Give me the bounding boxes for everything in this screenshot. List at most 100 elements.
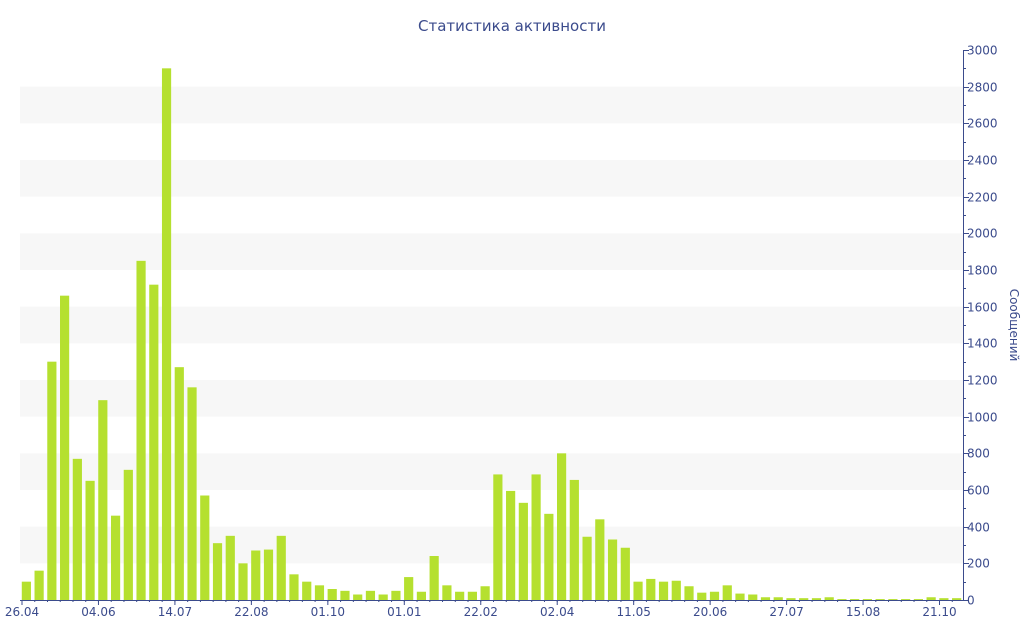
- y-tick-label: 3000: [967, 44, 998, 58]
- y-tick-label: 400: [967, 521, 990, 535]
- grid-band: [20, 453, 963, 490]
- bar: [314, 585, 325, 600]
- bar: [582, 536, 592, 600]
- grid-band: [20, 86, 963, 124]
- y-tick-label: 1400: [967, 337, 998, 351]
- bar: [837, 599, 847, 600]
- bar: [926, 597, 936, 600]
- bar: [251, 550, 261, 600]
- bar: [302, 581, 312, 600]
- y-tick-label: 200: [967, 557, 990, 571]
- grid-band: [20, 306, 963, 344]
- x-tick-label: 26.04: [5, 605, 39, 619]
- x-tick-label: 21.10: [922, 605, 956, 619]
- bar: [786, 598, 796, 600]
- bar: [365, 590, 376, 600]
- x-tick-label: 22.08: [234, 605, 268, 619]
- bar: [824, 597, 834, 600]
- bar: [238, 563, 248, 600]
- bar: [888, 599, 898, 600]
- bar: [875, 599, 885, 600]
- y-tick-label: 800: [967, 447, 990, 461]
- bar: [442, 585, 452, 600]
- x-tick-label: 04.06: [81, 605, 115, 619]
- bar: [760, 597, 771, 600]
- bar: [391, 590, 401, 600]
- bar: [21, 581, 31, 600]
- bar: [811, 598, 822, 600]
- bar: [684, 586, 694, 600]
- y-tick-label: 600: [967, 484, 990, 498]
- bar: [518, 502, 528, 600]
- grid-band: [20, 233, 963, 270]
- bar: [110, 515, 121, 600]
- bar: [289, 574, 299, 600]
- bar: [773, 597, 783, 600]
- bar: [480, 586, 490, 600]
- bar: [722, 585, 732, 600]
- y-tick-label: 1200: [967, 374, 998, 388]
- x-tick-label: 15.08: [846, 605, 880, 619]
- chart-title: Статистика активности: [418, 17, 606, 35]
- grid-bands: [20, 86, 963, 564]
- bar: [353, 594, 363, 600]
- bars-group: [21, 68, 962, 600]
- x-tick-label: 11.05: [616, 605, 650, 619]
- bar: [404, 577, 414, 600]
- x-tick-label: 01.01: [387, 605, 421, 619]
- bar: [735, 593, 745, 600]
- bar: [850, 599, 860, 600]
- bar: [276, 535, 286, 600]
- bar: [557, 453, 567, 600]
- bar: [671, 580, 681, 600]
- bar: [901, 599, 911, 600]
- y-axis-title: Сообщений: [1007, 289, 1021, 362]
- bar: [620, 547, 630, 600]
- x-tick-label: 22.02: [464, 605, 498, 619]
- bar: [658, 581, 669, 600]
- x-tick-label: 27.07: [769, 605, 803, 619]
- bar: [531, 474, 541, 600]
- bar: [455, 591, 465, 600]
- bar: [212, 543, 223, 600]
- bar: [263, 549, 274, 600]
- bar: [595, 519, 605, 600]
- bar: [327, 589, 337, 600]
- bar: [174, 367, 184, 600]
- bar: [378, 594, 388, 600]
- bar: [748, 594, 758, 600]
- y-tick-label: 0: [967, 594, 975, 608]
- bar: [136, 260, 146, 600]
- bar: [646, 578, 656, 600]
- bar: [862, 599, 873, 600]
- bar: [149, 284, 159, 600]
- bar: [85, 480, 95, 600]
- bar: [34, 570, 44, 600]
- y-tick-label: 1000: [967, 411, 998, 425]
- bar: [569, 479, 579, 600]
- bar: [544, 513, 554, 600]
- grid-band: [20, 380, 963, 417]
- bar: [952, 598, 962, 600]
- bar: [799, 598, 809, 600]
- bar: [416, 591, 426, 600]
- grid-band: [20, 526, 963, 564]
- y-tick-label: 2000: [967, 227, 998, 241]
- y-ticks-group: 0 200 400 600 800 1000 1200 1400 1600 1800 2000 220…: [963, 44, 998, 608]
- y-tick-label: 2400: [967, 154, 998, 168]
- bar: [123, 469, 133, 600]
- x-tick-label: 02.04: [540, 605, 574, 619]
- bar: [633, 581, 643, 600]
- bar: [429, 556, 439, 600]
- y-tick-label: 2800: [967, 81, 998, 95]
- y-tick-label: 2600: [967, 117, 998, 131]
- bar: [47, 361, 57, 600]
- bar: [493, 474, 503, 600]
- bar: [72, 458, 82, 600]
- grid-band: [20, 160, 963, 197]
- bar: [225, 535, 235, 600]
- x-tick-label: 20.06: [693, 605, 727, 619]
- bar: [939, 598, 949, 600]
- x-ticks-group: 26.04 04.06 14.07 22.08 01.10 01.01 22.02 02.04…: [5, 600, 957, 619]
